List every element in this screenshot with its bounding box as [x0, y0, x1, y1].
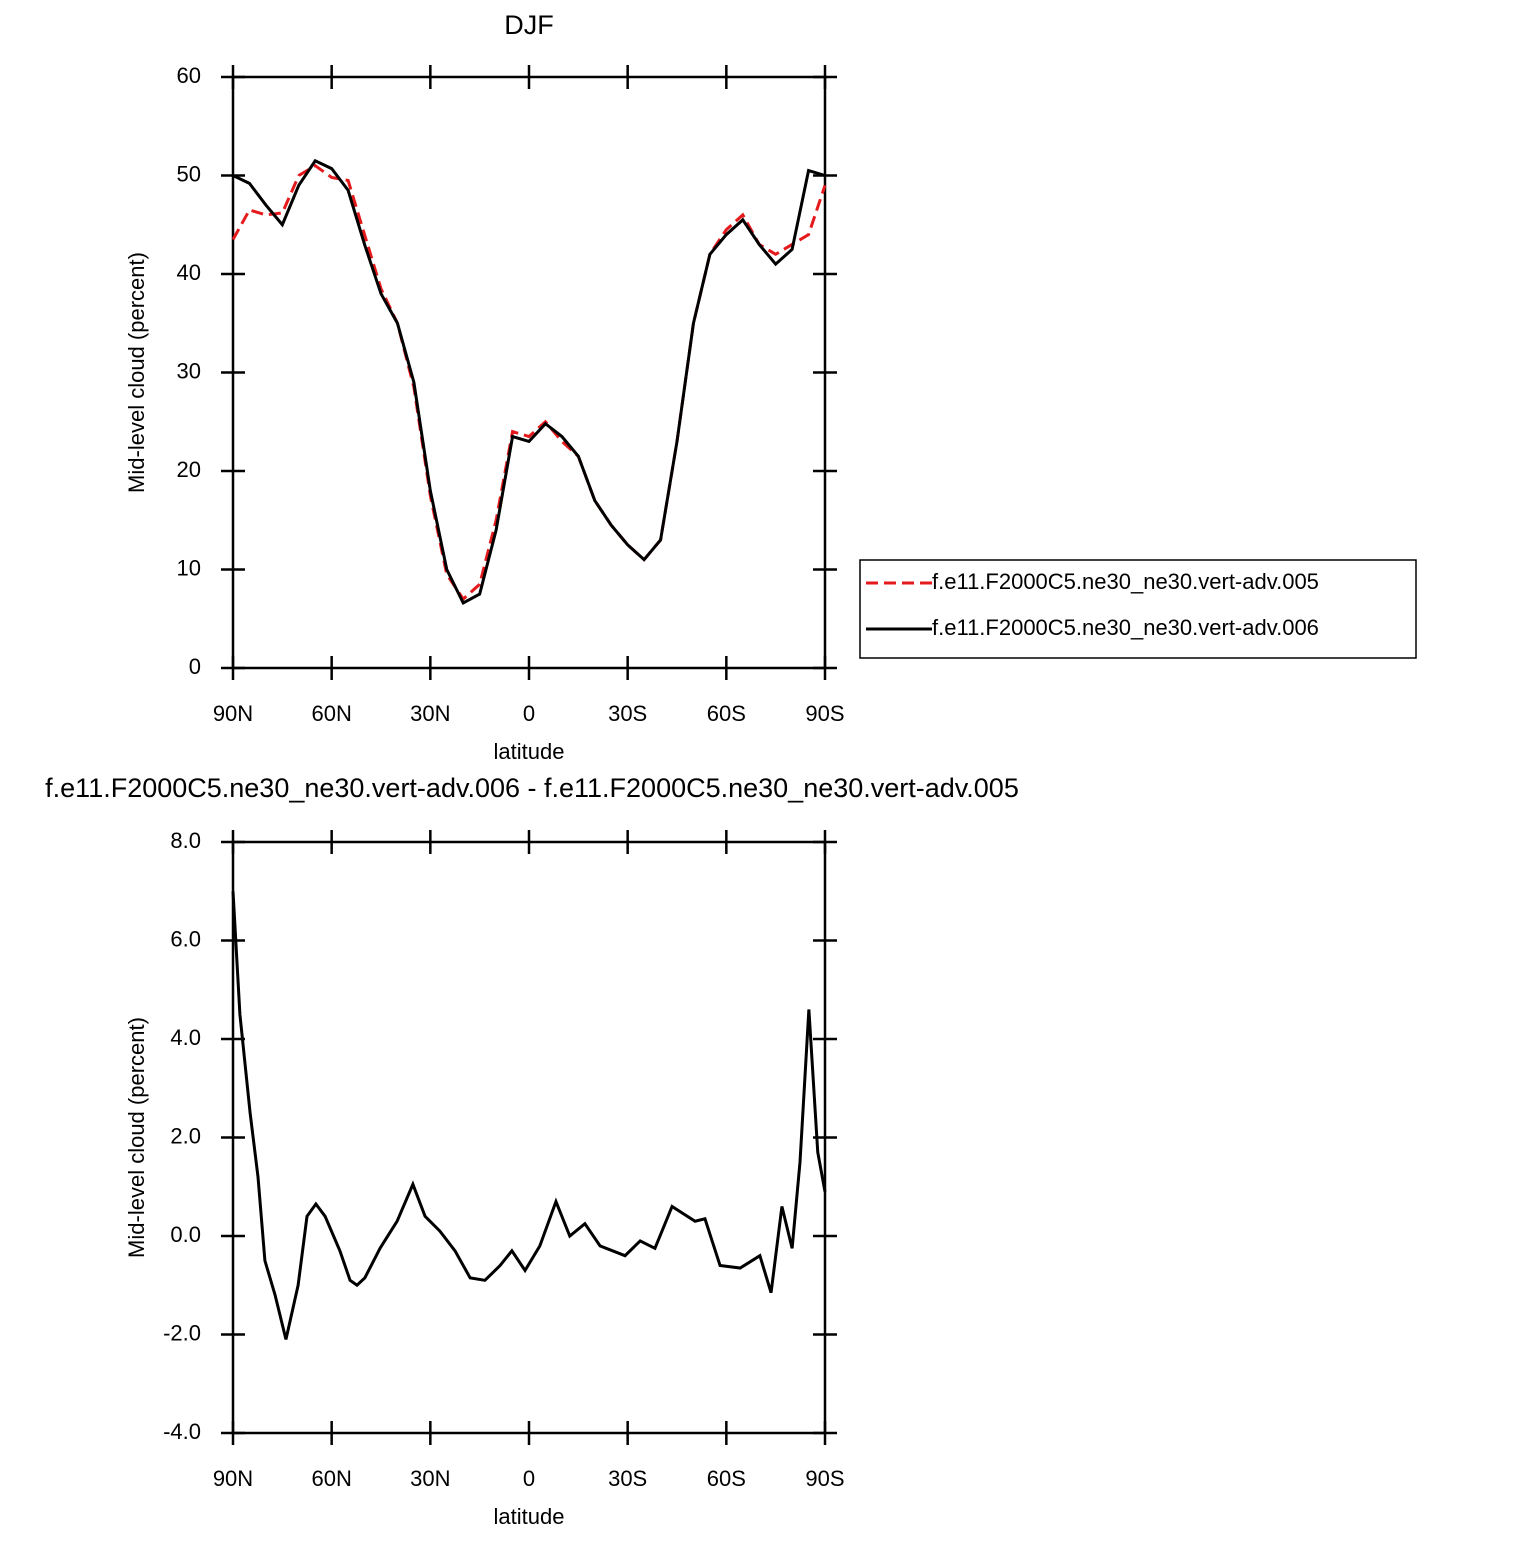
data-line [232, 158, 826, 606]
y-tick-label: 50 [177, 161, 201, 186]
x-tick-label: 60S [707, 701, 746, 726]
x-tick-label: 90N [213, 701, 253, 726]
x-tick-label: 30S [608, 1466, 647, 1491]
x-axis-label: latitude [494, 739, 565, 764]
x-tick-label: 0 [523, 701, 535, 726]
y-tick-label: 60 [177, 63, 201, 88]
data-line [231, 163, 827, 602]
y-tick-label: 8.0 [170, 828, 201, 853]
x-tick-label: 30N [410, 701, 450, 726]
plot-frame [231, 840, 827, 1435]
y-tick-label: 2.0 [170, 1123, 201, 1148]
x-tick-label: 60N [311, 1466, 351, 1491]
x-tick-label: 90S [805, 701, 844, 726]
chart-title: DJF [504, 10, 554, 40]
x-tick-label: 60N [311, 701, 351, 726]
x-axis-label: latitude [494, 1504, 565, 1529]
legend-label: f.e11.F2000C5.ne30_ne30.vert-adv.006 [932, 615, 1319, 640]
y-tick-label: 40 [177, 260, 201, 285]
y-tick-label: 4.0 [170, 1025, 201, 1050]
y-tick-label: 10 [177, 555, 201, 580]
legend-label: f.e11.F2000C5.ne30_ne30.vert-adv.005 [932, 569, 1319, 594]
y-axis-label: Mid-level cloud (percent) [124, 252, 149, 493]
y-axis-label: Mid-level cloud (percent) [124, 1017, 149, 1258]
y-tick-label: 6.0 [170, 926, 201, 951]
y-tick-label: 20 [177, 457, 201, 482]
y-tick-label: 0 [189, 654, 201, 679]
x-tick-label: 30N [410, 1466, 450, 1491]
x-tick-label: 60S [707, 1466, 746, 1491]
x-tick-label: 90N [213, 1466, 253, 1491]
y-tick-label: 30 [177, 358, 201, 383]
plot-frame [231, 75, 827, 670]
data-line [231, 891, 827, 1340]
x-tick-label: 0 [523, 1466, 535, 1491]
legend-box [859, 559, 1417, 659]
x-tick-label: 30S [608, 701, 647, 726]
y-tick-label: -2.0 [163, 1320, 201, 1345]
y-tick-label: 0.0 [170, 1222, 201, 1247]
chart-title: f.e11.F2000C5.ne30_ne30.vert-adv.006 - f… [45, 773, 1019, 803]
y-tick-label: -4.0 [163, 1419, 201, 1444]
x-tick-label: 90S [805, 1466, 844, 1491]
